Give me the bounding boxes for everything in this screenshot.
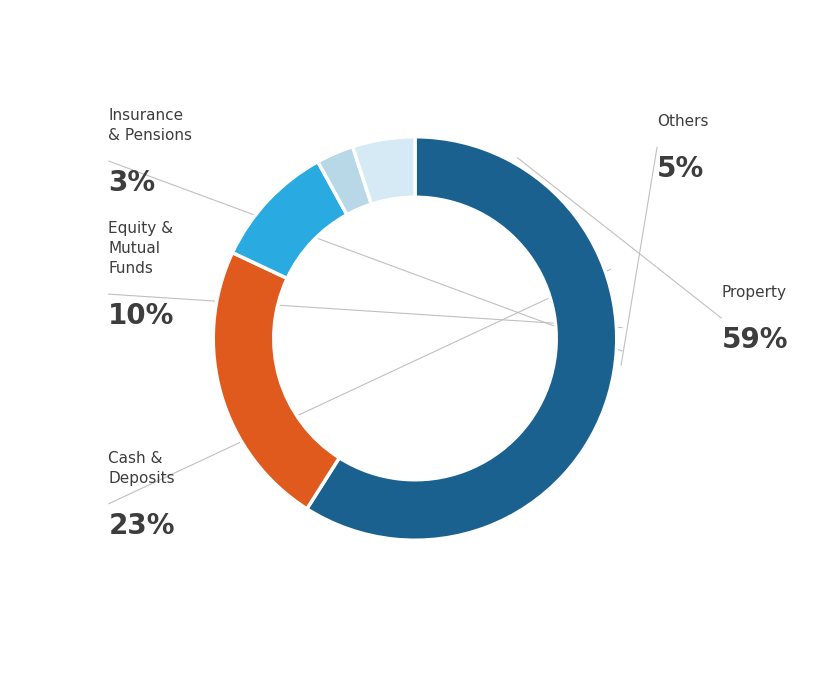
Text: Cash &
Deposits: Cash & Deposits	[109, 451, 175, 486]
Text: 3%: 3%	[109, 169, 155, 197]
Wedge shape	[318, 147, 371, 215]
Wedge shape	[353, 137, 415, 204]
Wedge shape	[232, 162, 347, 278]
Text: Insurance
& Pensions: Insurance & Pensions	[109, 108, 193, 143]
Wedge shape	[213, 253, 339, 509]
Text: 59%: 59%	[721, 326, 788, 354]
Text: 23%: 23%	[109, 512, 175, 540]
Text: Others: Others	[657, 114, 709, 129]
Text: Property: Property	[721, 285, 787, 300]
Text: Equity &
Mutual
Funds: Equity & Mutual Funds	[109, 221, 173, 276]
Text: 5%: 5%	[657, 155, 705, 183]
Text: 10%: 10%	[109, 302, 174, 330]
Wedge shape	[307, 137, 617, 540]
